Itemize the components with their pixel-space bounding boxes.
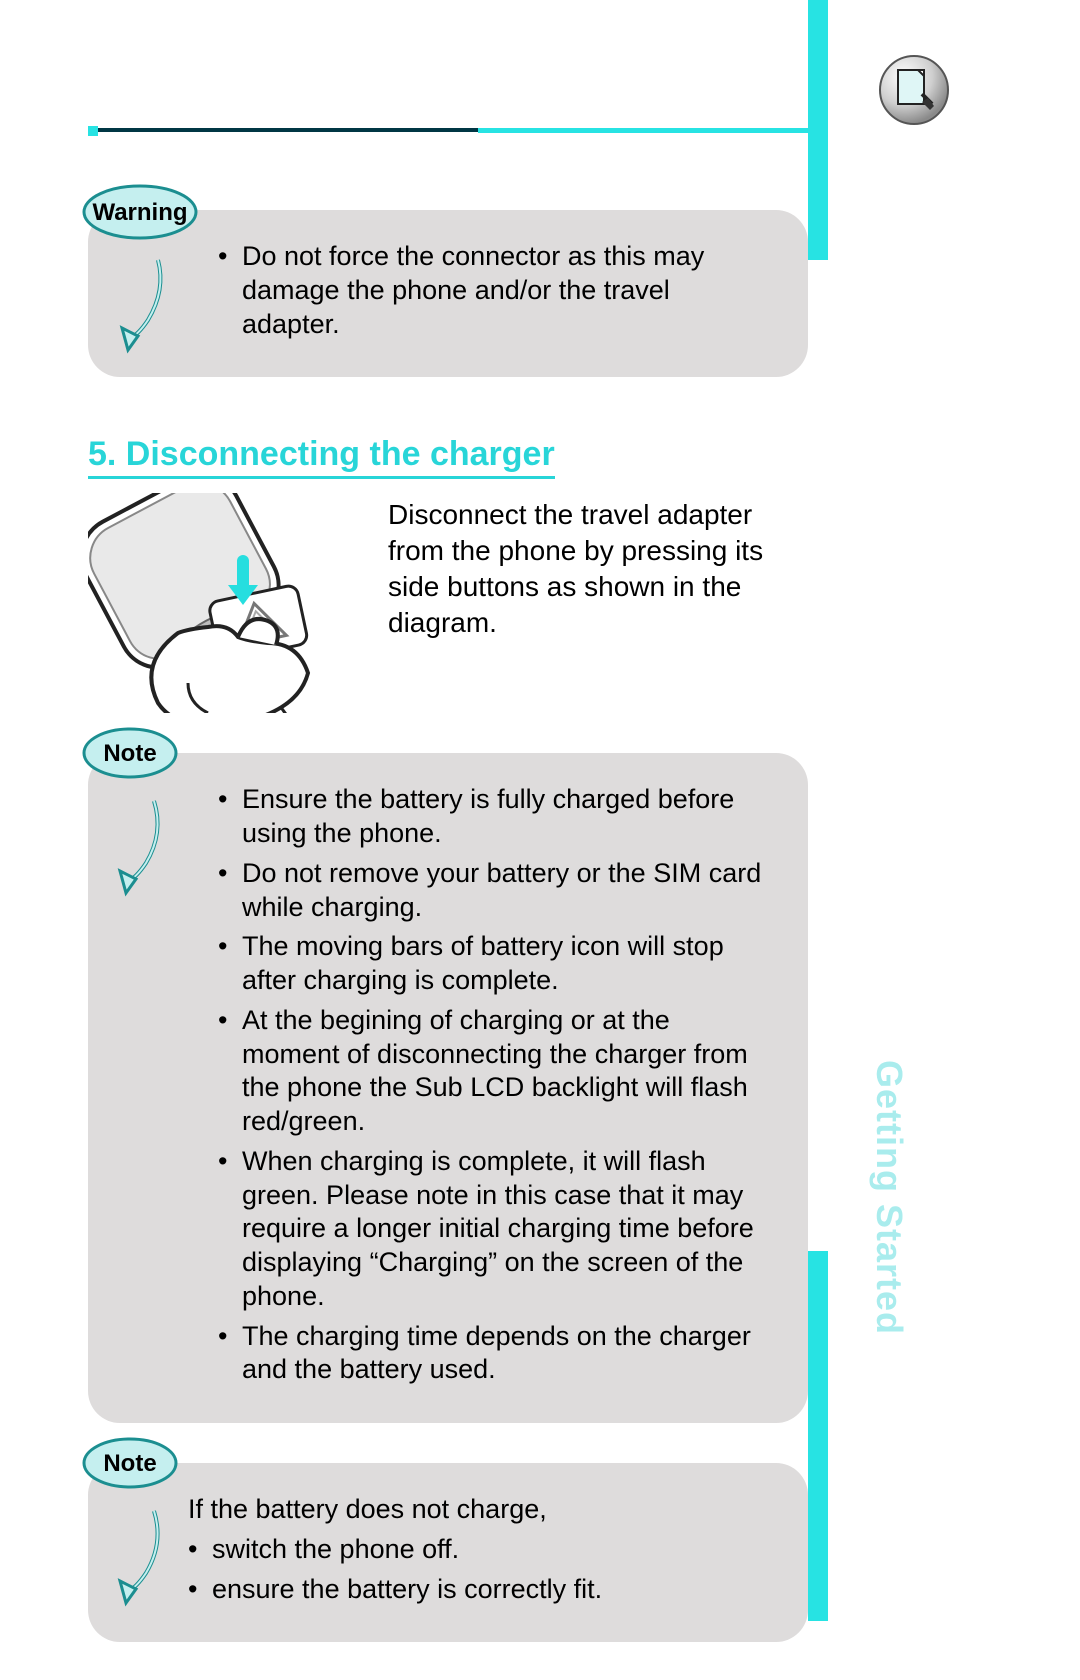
note2-item: ensure the battery is correctly fit. [188, 1573, 768, 1607]
note1-bubble: Note [78, 725, 188, 781]
doc-icon [878, 54, 950, 126]
disconnect-illustration [88, 493, 364, 713]
note2-bubble: Note [78, 1435, 188, 1491]
warning-bubble-label: Warning [92, 199, 187, 226]
page-content: Warning Do not force the connector as th… [88, 210, 808, 1680]
header-rule-cyan [478, 128, 808, 133]
section-body-text: Disconnect the travel adapter from the p… [388, 493, 808, 713]
header-vertical-bar [808, 0, 828, 260]
note1-item: The charging time depends on the charger… [218, 1320, 768, 1388]
note1-bubble-label: Note [103, 740, 156, 767]
note2-item: switch the phone off. [188, 1533, 768, 1567]
warning-bubble: Warning [78, 182, 208, 242]
note2-bubble-label: Note [103, 1450, 156, 1477]
note2-box: If the battery does not charge, switch t… [88, 1463, 808, 1642]
note1-callout: Note Ensure the battery is fully charged… [88, 753, 808, 1423]
warning-item: Do not force the connector as this may d… [218, 240, 768, 341]
warning-list: Do not force the connector as this may d… [218, 240, 768, 341]
footer-vertical-bar [808, 1251, 828, 1621]
note1-item: Ensure the battery is fully charged befo… [218, 783, 768, 851]
note1-item: At the begining of charging or at the mo… [218, 1004, 768, 1139]
note2-list: switch the phone off. ensure the battery… [188, 1533, 768, 1607]
header-square-marker [88, 126, 98, 136]
note1-arrow-icon [108, 793, 188, 903]
note1-item: Do not remove your battery or the SIM ca… [218, 857, 768, 925]
warning-callout: Warning Do not force the connector as th… [88, 210, 808, 377]
note2-lead: If the battery does not charge, [188, 1493, 768, 1527]
note2-arrow-icon [108, 1503, 188, 1613]
side-section-label: Getting Started [868, 1060, 910, 1335]
note1-list: Ensure the battery is fully charged befo… [218, 783, 768, 1387]
note1-item: The moving bars of battery icon will sto… [218, 930, 768, 998]
warning-arrow-icon [108, 250, 188, 360]
note1-item: When charging is complete, it will flash… [218, 1145, 768, 1314]
note2-callout: Note If the battery does not charge, swi… [88, 1463, 808, 1642]
section-row: Disconnect the travel adapter from the p… [88, 493, 808, 713]
header-rule-dark [88, 128, 478, 132]
note1-box: Ensure the battery is fully charged befo… [88, 753, 808, 1423]
section-heading: 5. Disconnecting the charger [88, 435, 555, 479]
